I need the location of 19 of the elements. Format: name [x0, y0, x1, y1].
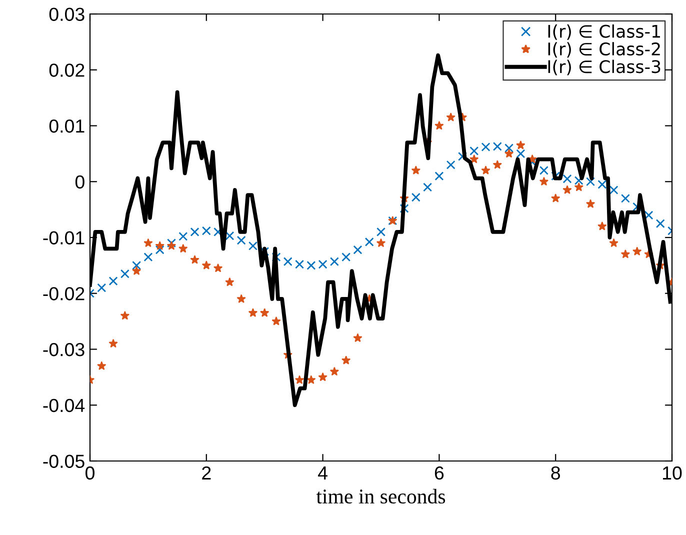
y-tick-label: -0.01 [43, 231, 84, 244]
legend-label: I(r) ∈ Class-3 [548, 60, 660, 76]
x-tick-label: 4 [318, 466, 328, 480]
y-tick-label: 0.01 [49, 119, 84, 133]
x-tick-label: 0 [86, 466, 94, 480]
y-tick-label: -0.02 [43, 287, 84, 300]
y-tick-label: 0 [75, 175, 84, 189]
x-tick-label: 6 [434, 466, 444, 480]
x-tick-label: 2 [202, 466, 211, 480]
y-tick-label: 0.02 [49, 64, 84, 77]
y-tick-label: -0.05 [43, 454, 84, 468]
legend-label: I(r) ∈ Class-2 [548, 42, 660, 58]
x-tick-label: 8 [551, 466, 560, 480]
y-tick-label: -0.03 [43, 342, 84, 356]
x-axis-title: time in seconds [316, 488, 446, 504]
x-tick-label: 10 [663, 466, 682, 480]
y-tick-label: 0.03 [49, 8, 84, 21]
y-tick-label: -0.04 [43, 398, 85, 412]
legend-label: I(r) ∈ Class-1 [548, 24, 660, 40]
